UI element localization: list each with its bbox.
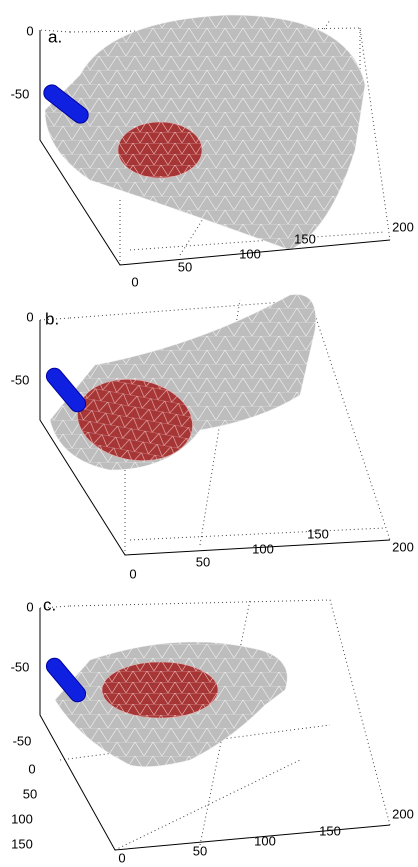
x-tick-label: 150 <box>307 526 329 541</box>
y-tick-label: 0 <box>28 761 35 776</box>
panel-label: a. <box>48 27 62 46</box>
panel-label: c. <box>43 595 56 614</box>
x-tick-label: 0 <box>129 566 136 581</box>
z-tick-label: -50 <box>11 372 30 387</box>
figure: a. 0 -50 0 50 100 150 200 b. 0 -50 0 50 100 150 200 c. 0 -… <box>0 0 418 867</box>
x-tick-label: 150 <box>294 231 316 246</box>
panel-c <box>40 600 390 850</box>
page: a. 0 -50 0 50 100 150 200 b. 0 -50 0 50 100 150 200 c. 0 -… <box>0 0 418 867</box>
x-tick-label: 200 <box>392 806 414 821</box>
x-tick-label: 150 <box>319 823 341 838</box>
x-tick-label: 100 <box>254 833 276 848</box>
panel-b <box>40 294 390 555</box>
panel-a <box>40 15 390 265</box>
x-tick-label: 50 <box>178 259 192 274</box>
x-tick-label: 100 <box>239 246 261 261</box>
y-tick-label: 150 <box>11 836 33 851</box>
x-tick-label: 50 <box>193 843 207 858</box>
z-tick-label: 0 <box>26 23 33 38</box>
x-tick-label: 100 <box>252 541 274 556</box>
tumor-texture <box>102 662 218 718</box>
x-tick-label: 200 <box>392 219 414 234</box>
x-tick-label: 50 <box>196 554 210 569</box>
z-tick-label: -50 <box>11 86 30 101</box>
tumor-texture <box>118 122 202 178</box>
mesh-texture <box>45 15 365 250</box>
y-tick-label: -50 <box>13 733 32 748</box>
y-tick-label: 100 <box>11 811 33 826</box>
x-tick-label: 0 <box>131 274 138 289</box>
x-tick-label: 200 <box>392 539 414 554</box>
x-tick-label: 0 <box>118 850 125 865</box>
panel-label: b. <box>45 309 59 328</box>
z-tick-label: -50 <box>11 659 30 674</box>
z-tick-label: 0 <box>26 309 33 324</box>
z-tick-label: 0 <box>26 599 33 614</box>
y-tick-label: 50 <box>23 786 37 801</box>
